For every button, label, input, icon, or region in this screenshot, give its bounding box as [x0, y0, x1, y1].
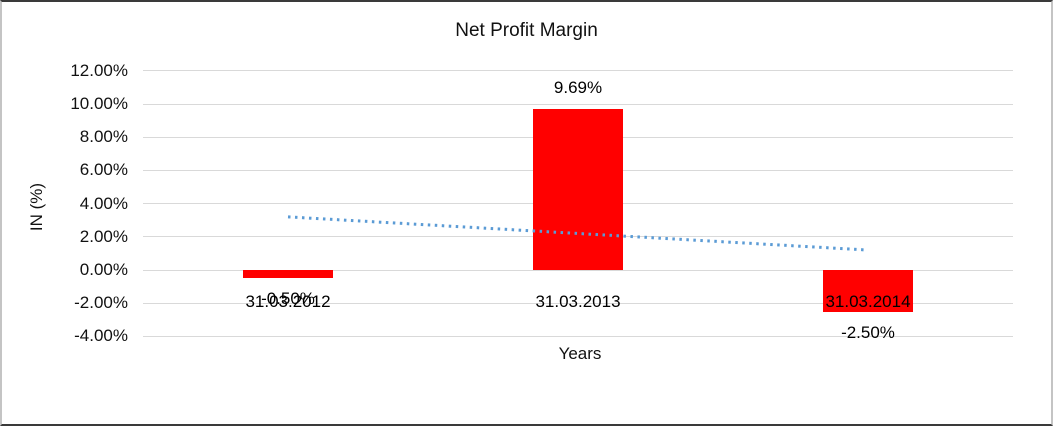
bar: [533, 109, 623, 270]
x-category-label: 31.03.2012: [245, 292, 331, 311]
chart-title: Net Profit Margin: [455, 20, 598, 41]
data-label: -0.50%: [261, 289, 315, 309]
y-tick-label: -2.00%: [74, 293, 128, 313]
y-tick-label: 8.00%: [79, 127, 128, 147]
y-tick-label: 2.00%: [79, 226, 128, 246]
data-label: -2.50%: [841, 322, 895, 342]
y-tick-label: 12.00%: [70, 60, 128, 80]
y-tick-label: 0.00%: [79, 260, 128, 279]
y-tick-label: 10.00%: [70, 94, 128, 113]
x-category-label: 31.03.2013: [535, 292, 621, 311]
bar: [243, 270, 333, 279]
y-tick-label: 4.00%: [79, 193, 128, 213]
gridline: [143, 269, 1013, 271]
gridline: [143, 335, 1013, 337]
x-axis-title: Years: [558, 344, 602, 363]
y-axis-title: IN (%): [27, 182, 46, 232]
gridline: [143, 302, 1013, 304]
x-category-label: 31.03.2014: [825, 292, 911, 311]
gridline: [143, 70, 1013, 72]
y-tick-label: 6.00%: [79, 160, 128, 180]
bar: [823, 270, 913, 312]
gridline: [143, 103, 1013, 105]
y-tick-label: -4.00%: [74, 326, 128, 346]
data-label: 9.69%: [553, 78, 603, 98]
